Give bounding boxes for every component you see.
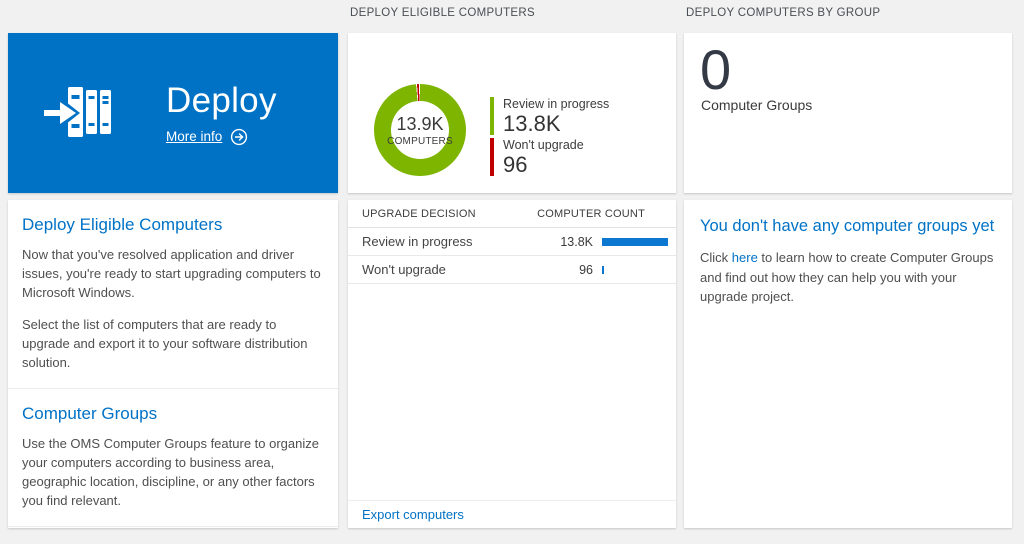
no-groups-heading: You don't have any computer groups yet: [700, 217, 995, 235]
deploy-info-panel: Deploy Eligible Computers Now that you'v…: [8, 200, 338, 528]
legend-item-review-in-progress[interactable]: Review in progress 13.8K: [490, 97, 609, 135]
computer-groups-count: 0: [700, 38, 732, 101]
legend-swatch-green: [490, 97, 494, 135]
no-groups-text: Click here to learn how to create Comput…: [700, 248, 996, 307]
text-before-link: Click: [700, 250, 732, 265]
legend-label: Review in progress: [503, 97, 610, 111]
legend-value: 13.8K: [503, 110, 561, 136]
deploy-tile[interactable]: Deploy More info: [8, 33, 338, 193]
computer-groups-info-panel: You don't have any computer groups yet C…: [684, 200, 1012, 528]
row-count-bar: [602, 265, 604, 274]
computer-groups-count-label: Computer Groups: [701, 96, 813, 113]
legend-label: Won't upgrade: [503, 137, 584, 152]
row-count-bar: [602, 237, 668, 246]
table-header-row: UPGRADE DECISION COMPUTER COUNT: [348, 200, 676, 228]
section-paragraph: Now that you've resolved application and…: [22, 247, 321, 300]
section-paragraph: Use the OMS Computer Groups feature to o…: [22, 435, 319, 508]
row-decision: Review in progress: [362, 234, 473, 249]
more-info-link[interactable]: More info: [166, 128, 277, 146]
legend-swatch-red: [490, 137, 494, 176]
section-deploy-eligible-computers: Deploy Eligible Computers Now that you'v…: [8, 200, 338, 388]
row-decision: Won't upgrade: [362, 262, 446, 277]
table-row[interactable]: Review in progress 13.8K: [348, 228, 676, 256]
section-heading: Deploy Eligible Computers: [22, 215, 223, 234]
section-heading: Computer Groups: [22, 403, 158, 423]
more-info-label[interactable]: More info: [166, 129, 223, 144]
chart-legend: Review in progress 13.8K Won't upgrade 9…: [490, 97, 609, 179]
upgrade-decision-table-panel: UPGRADE DECISION COMPUTER COUNT Review i…: [348, 200, 676, 528]
table-header-decision: UPGRADE DECISION: [362, 207, 476, 220]
row-count: 96: [579, 262, 593, 277]
legend-value: 96: [503, 151, 528, 177]
donut-total-value: 13.9K: [396, 113, 444, 134]
export-computers-link[interactable]: Export computers: [362, 507, 464, 522]
section-paragraph: Select the list of computers that are re…: [22, 316, 308, 370]
right-column-header: DEPLOY COMPUTERS BY GROUP: [686, 7, 881, 19]
row-count: 13.8K: [560, 234, 593, 249]
donut-chart[interactable]: 13.9K COMPUTERS: [374, 84, 466, 176]
deploy-icon: [44, 85, 118, 141]
text-after-link: to learn how to create Computer Groups a…: [700, 250, 994, 304]
section-empty: [8, 525, 338, 544]
table-header-count: COMPUTER COUNT: [537, 207, 645, 220]
eligible-computers-chart-tile: 13.9K COMPUTERS Review in progress 13.8K…: [348, 33, 676, 193]
donut-total-label: COMPUTERS: [387, 135, 453, 147]
legend-item-wont-upgrade[interactable]: Won't upgrade 96: [490, 137, 609, 177]
here-link[interactable]: here: [731, 250, 758, 265]
middle-column-header: DEPLOY ELIGIBLE COMPUTERS: [350, 7, 535, 19]
donut-center: 13.9K COMPUTERS: [387, 101, 453, 159]
section-computer-groups: Computer Groups Use the OMS Computer Gro…: [8, 387, 338, 526]
arrow-circle-right-icon[interactable]: [230, 128, 248, 146]
deploy-tile-title: Deploy: [166, 80, 277, 120]
table-row[interactable]: Won't upgrade 96: [348, 256, 676, 284]
computer-groups-tile[interactable]: 0 Computer Groups: [684, 33, 1012, 193]
table-footer: Export computers: [348, 500, 676, 528]
